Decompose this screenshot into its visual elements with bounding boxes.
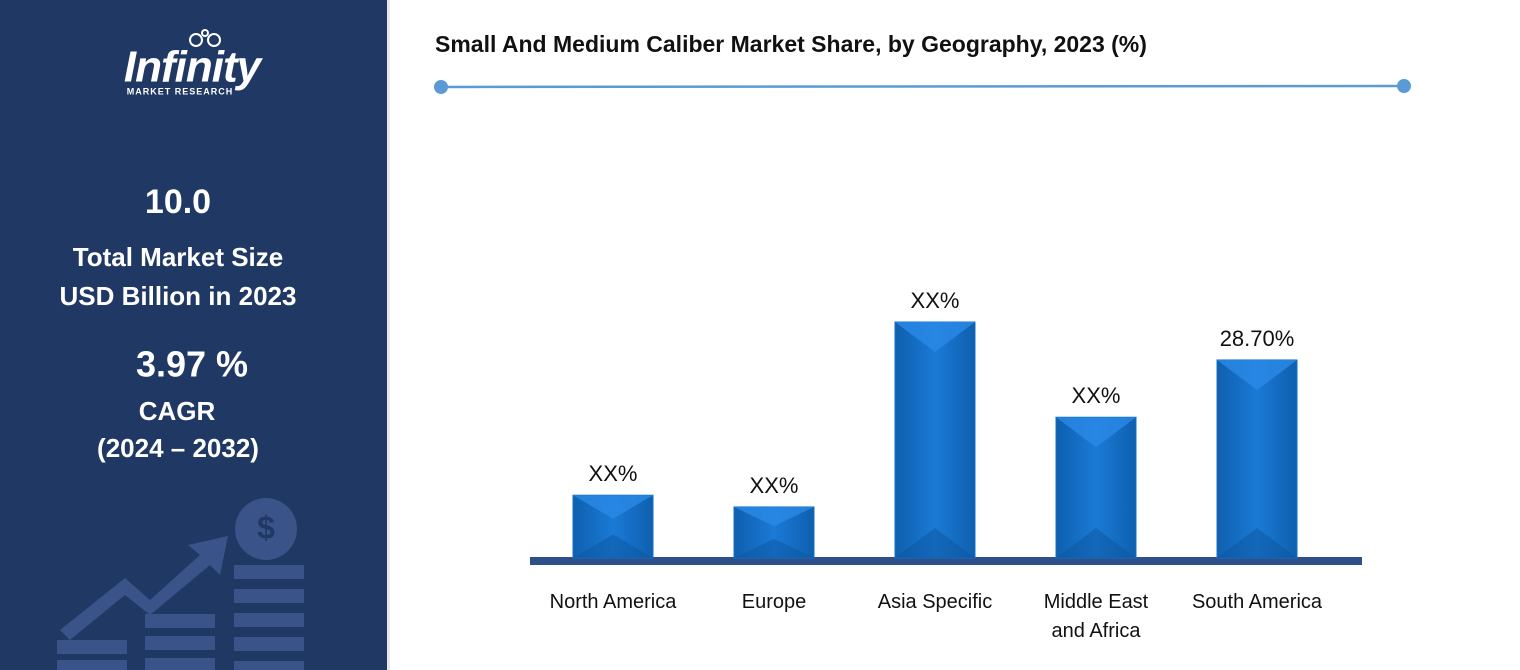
bar-shade	[734, 506, 814, 527]
x-tick-label: Middle East and Africa	[1043, 591, 1149, 642]
market-size-label: Total Market Size	[73, 242, 283, 272]
value-label: XX%	[589, 461, 638, 486]
bar-shade	[895, 528, 975, 558]
chart-title: Small And Medium Caliber Market Share, b…	[435, 31, 1147, 57]
title-rule	[440, 84, 1405, 89]
bar-shade	[895, 322, 975, 353]
x-tick-label: Asia Specific	[877, 591, 993, 613]
market-size: 10.0	[145, 183, 211, 221]
value-label: 28.70%	[1220, 326, 1295, 351]
logo-mark	[189, 29, 221, 47]
bar-shade	[573, 495, 653, 519]
x-tick-label: South America	[1191, 591, 1323, 613]
value-label: XX%	[750, 473, 799, 498]
sidebar-illustration	[57, 498, 304, 670]
rule-dot	[434, 80, 448, 94]
x-tick-label: North America	[549, 591, 677, 613]
bar-shade	[1056, 528, 1136, 558]
bar-shade	[573, 534, 653, 558]
divider	[387, 0, 390, 670]
baseline	[530, 557, 1362, 565]
cagr-label: CAGR	[139, 396, 216, 426]
bar	[894, 321, 976, 559]
bar-shade	[1217, 528, 1297, 558]
logo-name: Infinity	[124, 43, 264, 92]
logo-tagline: MARKET RESEARCH	[127, 86, 234, 96]
x-tick-label: Europe	[741, 591, 807, 613]
bar-shade	[1217, 359, 1297, 390]
bar	[1216, 359, 1298, 559]
value-label: XX%	[911, 288, 960, 313]
rule-dot	[1397, 79, 1411, 93]
value-label: XX%	[1072, 383, 1121, 408]
dollar-icon: $	[257, 509, 275, 545]
market-size-label: USD Billion in 2023	[60, 281, 297, 311]
bar-shade	[734, 538, 814, 558]
bar-shade	[1056, 417, 1136, 448]
sidebar	[0, 0, 387, 670]
cagr-period: (2024 – 2032)	[97, 433, 259, 463]
cagr: 3.97 %	[136, 344, 248, 385]
